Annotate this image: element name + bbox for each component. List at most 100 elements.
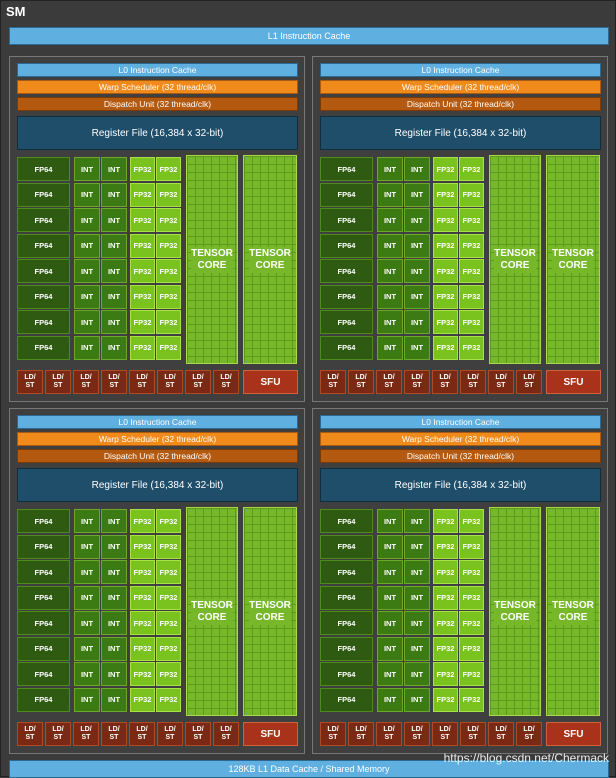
warp-scheduler: Warp Scheduler (32 thread/clk) [17,432,298,446]
tensor-core: TENSOR CORE [546,155,600,364]
sm-partition: L0 Instruction Cache Warp Scheduler (32 t… [9,408,305,754]
fp32-core: FP32 [459,335,484,360]
tensor-label-line2: CORE [558,610,588,624]
int-core: INT [377,662,403,686]
fp32-core: FP32 [130,284,155,309]
int-core: INT [377,208,403,232]
fp64-core: FP64 [17,310,70,334]
fp32-core: FP32 [459,687,484,712]
ldst-unit: LD/ ST [488,722,514,746]
fp64-core: FP64 [17,208,70,232]
int-core: INT [377,335,403,360]
tensor-label-line2: CORE [500,258,530,272]
ldst-label: LD/ ST [220,726,232,741]
fp64-core: FP64 [320,310,373,334]
ldst-label: LD/ ST [164,726,176,741]
fp32-core: FP32 [433,335,458,360]
tensor-label-line1: TENSOR [191,598,233,612]
fp32-core: FP32 [130,662,155,686]
tensor-core-label: TENSOR CORE [552,246,594,273]
tensor-core: TENSOR CORE [186,155,238,364]
sm-partition: L0 Instruction Cache Warp Scheduler (32 t… [312,408,608,754]
int-core: INT [404,509,430,533]
fp32-core: FP32 [459,611,484,635]
int-core: INT [404,233,430,258]
fp32-core: FP32 [156,534,181,559]
tensor-core-label: TENSOR CORE [494,246,536,273]
fp32-core: FP32 [130,208,155,232]
fp32-core: FP32 [130,259,155,283]
fp32-core: FP32 [130,233,155,258]
fp64-core: FP64 [320,687,373,712]
ldst-label: LD/ ST [439,374,451,389]
int-core: INT [74,284,100,309]
int-core: INT [101,182,127,207]
int-core: INT [74,182,100,207]
ldst-label: LD/ ST [467,726,479,741]
fp32-core: FP32 [130,335,155,360]
fp64-core: FP64 [320,335,373,360]
int-core: INT [377,310,403,334]
fp32-core: FP32 [156,335,181,360]
l0-instruction-cache: L0 Instruction Cache [320,415,601,429]
tensor-core: TENSOR CORE [243,155,297,364]
ldst-unit: LD/ ST [320,370,346,394]
int-core: INT [101,662,127,686]
int-core: INT [404,534,430,559]
ldst-label: LD/ ST [108,726,120,741]
fp32-core: FP32 [459,509,484,533]
fp64-core: FP64 [17,284,70,309]
int-core: INT [377,233,403,258]
fp32-core: FP32 [130,636,155,661]
sm-title: SM [6,4,26,19]
sfu-unit: SFU [243,370,298,394]
l0-instruction-cache: L0 Instruction Cache [17,63,298,77]
fp32-core: FP32 [130,310,155,334]
fp32-core: FP32 [433,534,458,559]
int-core: INT [404,208,430,232]
ldst-unit: LD/ ST [185,370,211,394]
int-core: INT [404,259,430,283]
fp32-core: FP32 [156,585,181,610]
fp32-core: FP32 [130,611,155,635]
tensor-label-line1: TENSOR [552,598,594,612]
fp32-core: FP32 [156,310,181,334]
fp32-core: FP32 [433,182,458,207]
ldst-label: LD/ ST [136,374,148,389]
fp32-core: FP32 [459,182,484,207]
fp64-core: FP64 [320,182,373,207]
int-core: INT [404,611,430,635]
tensor-label-line2: CORE [197,258,227,272]
fp32-core: FP32 [459,208,484,232]
ldst-unit: LD/ ST [348,370,374,394]
l1-instruction-cache: L1 Instruction Cache [9,27,609,45]
fp32-core: FP32 [459,233,484,258]
l0-instruction-cache: L0 Instruction Cache [17,415,298,429]
tensor-core-label: TENSOR CORE [494,598,536,625]
int-core: INT [404,157,430,181]
fp32-core: FP32 [130,534,155,559]
register-file: Register File (16,384 x 32-bit) [320,468,601,502]
int-core: INT [74,662,100,686]
fp32-core: FP32 [459,157,484,181]
ldst-label: LD/ ST [411,726,423,741]
int-core: INT [404,585,430,610]
fp32-core: FP32 [156,560,181,584]
fp32-core: FP32 [433,284,458,309]
warp-scheduler: Warp Scheduler (32 thread/clk) [17,80,298,94]
ldst-label: LD/ ST [52,374,64,389]
tensor-label-line1: TENSOR [494,246,536,260]
int-core: INT [74,560,100,584]
ldst-label: LD/ ST [439,726,451,741]
int-core: INT [74,509,100,533]
ldst-label: LD/ ST [108,374,120,389]
fp64-core: FP64 [320,611,373,635]
int-core: INT [404,310,430,334]
dispatch-unit: Dispatch Unit (32 thread/clk) [17,97,298,111]
fp32-core: FP32 [156,182,181,207]
fp32-core: FP32 [433,636,458,661]
fp32-core: FP32 [156,611,181,635]
core-array: FP64 FP64 FP64 FP64 FP64 FP64 FP64 FP64 INT INT IN… [17,155,298,364]
register-file: Register File (16,384 x 32-bit) [17,468,298,502]
int-core: INT [101,208,127,232]
